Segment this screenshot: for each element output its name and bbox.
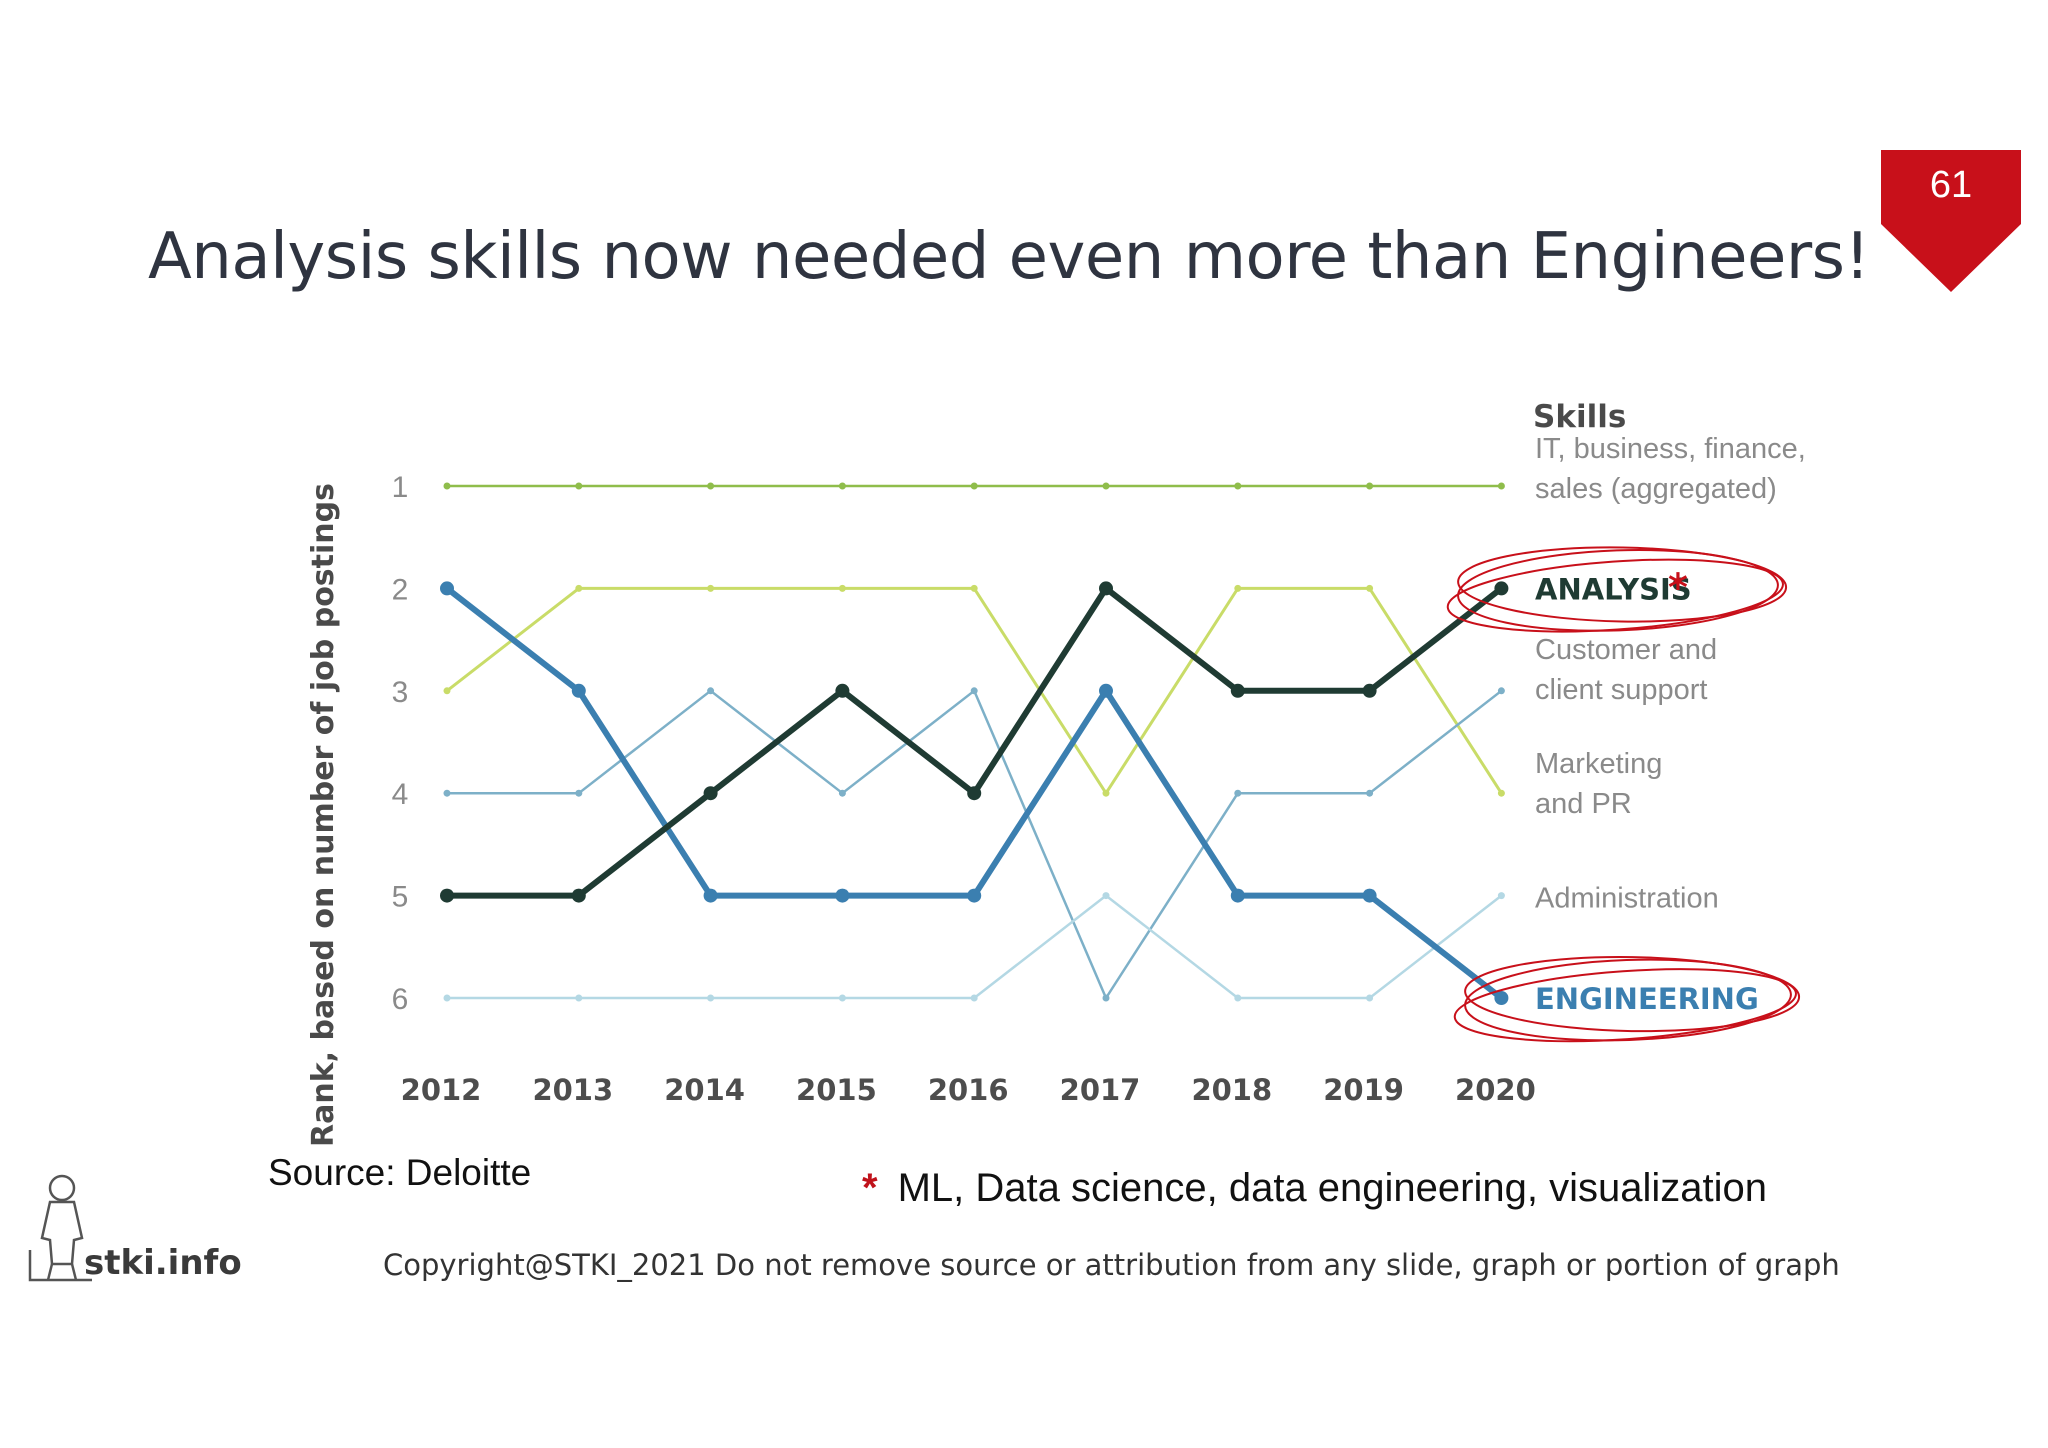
data-point: [707, 994, 715, 1002]
y-tick-label: 2: [392, 573, 409, 606]
data-point: [1102, 789, 1110, 797]
data-point: [835, 683, 850, 698]
series-label: and PR: [1535, 788, 1632, 820]
data-point: [707, 584, 715, 592]
x-tick-label: 2013: [532, 1073, 613, 1107]
x-tick-label: 2012: [401, 1073, 482, 1107]
footnote-asterisk: *: [862, 1166, 878, 1210]
x-tick-label: 2016: [928, 1073, 1009, 1107]
series-label: ENGINEERING: [1535, 982, 1759, 1016]
page-number-badge: [1881, 150, 2021, 292]
series-label: sales (aggregated): [1535, 473, 1777, 505]
data-point: [838, 789, 846, 797]
data-point: [1102, 892, 1110, 900]
data-point: [575, 482, 583, 490]
series-label: Customer and: [1535, 634, 1717, 666]
data-point: [1497, 482, 1505, 490]
data-point: [1366, 994, 1374, 1002]
data-point: [1366, 482, 1374, 490]
data-point: [1497, 687, 1505, 695]
data-point: [1497, 892, 1505, 900]
data-point: [1230, 683, 1245, 698]
highlight-circle: [1457, 546, 1788, 623]
data-point: [1494, 991, 1509, 1005]
series-label: ANALYSIS: [1535, 572, 1692, 606]
page-number: 61: [1929, 164, 1973, 206]
data-point: [970, 482, 978, 490]
source-note: Source: Deloitte: [268, 1152, 532, 1193]
data-point: [1099, 581, 1113, 596]
asterisk-mark: *: [1668, 565, 1688, 609]
footnote-text: ML, Data science, data engineering, visu…: [897, 1166, 1767, 1210]
series-line: [445, 894, 1503, 1000]
data-point: [1102, 994, 1110, 1002]
logo-wordmark: stki.info: [84, 1243, 242, 1283]
data-point: [571, 888, 586, 903]
y-tick-label: 4: [392, 778, 409, 811]
y-tick-label: 6: [392, 983, 409, 1016]
x-tick-label: 2015: [796, 1073, 877, 1107]
data-point: [575, 789, 583, 797]
data-point: [1230, 888, 1245, 903]
footnote: * ML, Data science, data engineering, vis…: [862, 1166, 1767, 1211]
data-point: [1234, 994, 1242, 1002]
y-tick-label: 5: [392, 881, 409, 914]
data-point: [1362, 888, 1377, 903]
copyright-notice: Copyright@STKI_2021 Do not remove source…: [383, 1248, 1840, 1282]
data-point: [707, 687, 715, 695]
x-tick-label: 2019: [1323, 1073, 1404, 1107]
y-tick-label: 3: [392, 676, 409, 709]
data-point: [1366, 584, 1374, 592]
highlight-circle: [1446, 558, 1784, 633]
data-point: [838, 584, 846, 592]
data-point: [443, 482, 451, 490]
data-point: [970, 994, 978, 1002]
data-point: [1234, 482, 1242, 490]
data-point: [1497, 789, 1505, 797]
data-point: [440, 888, 454, 903]
data-point: [1366, 789, 1374, 797]
data-point: [443, 789, 451, 797]
data-point: [838, 994, 846, 1002]
data-point: [1102, 482, 1110, 490]
data-point: [575, 584, 583, 592]
data-point: [707, 482, 715, 490]
slide-title: Analysis skills now needed even more tha…: [148, 220, 1870, 294]
data-point: [967, 888, 982, 903]
data-point: [1362, 683, 1377, 698]
highlight-circle: [1464, 955, 1801, 1033]
x-tick-label: 2014: [664, 1073, 745, 1107]
data-point: [967, 786, 982, 801]
x-tick-label: 2017: [1060, 1073, 1141, 1107]
data-point: [1099, 683, 1113, 698]
y-axis-label: Rank, based on number of job postings: [306, 483, 341, 1147]
data-point: [443, 994, 451, 1002]
data-point: [440, 581, 454, 596]
x-tick-label: 2018: [1191, 1073, 1272, 1107]
series-label: IT, business, finance,: [1535, 433, 1806, 465]
x-tick-label: 2020: [1455, 1073, 1536, 1107]
series-label: Administration: [1535, 883, 1719, 915]
data-point: [1494, 581, 1509, 596]
legend-title: Skills: [1533, 399, 1626, 435]
data-point: [703, 786, 718, 801]
highlight-circle: [1453, 968, 1797, 1043]
y-tick-label: 1: [392, 471, 409, 504]
data-point: [1234, 584, 1242, 592]
series-label: Marketing: [1535, 748, 1662, 780]
data-point: [703, 888, 718, 903]
data-point: [575, 994, 583, 1002]
data-point: [838, 482, 846, 490]
data-point: [443, 687, 451, 695]
data-point: [571, 683, 586, 698]
data-point: [1234, 789, 1242, 797]
data-point: [835, 888, 850, 903]
series-line: [444, 585, 1505, 899]
data-point: [970, 687, 978, 695]
data-point: [970, 584, 978, 592]
stki-logo: stki.info: [28, 1174, 242, 1283]
series-label: client support: [1535, 674, 1708, 706]
